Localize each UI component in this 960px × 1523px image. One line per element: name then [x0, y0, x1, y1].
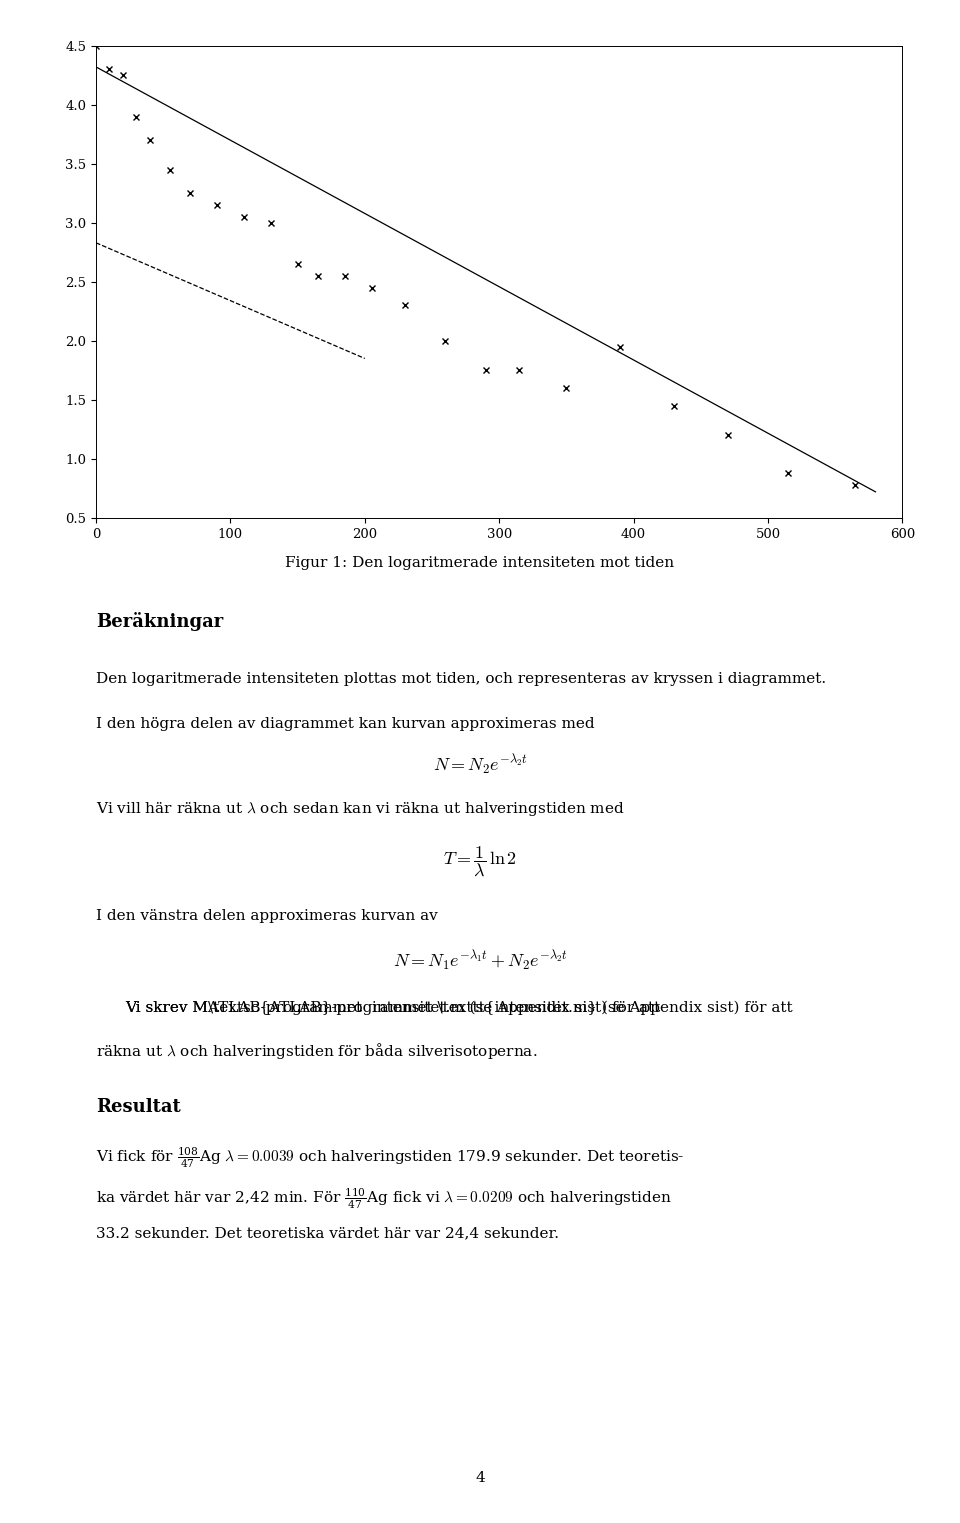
Text: I den vänstra delen approximeras kurvan av: I den vänstra delen approximeras kurvan …	[96, 909, 438, 923]
Text: Resultat: Resultat	[96, 1098, 180, 1116]
Text: Den logaritmerade intensiteten plottas mot tiden, och representeras av kryssen i: Den logaritmerade intensiteten plottas m…	[96, 672, 827, 685]
Text: 4: 4	[475, 1471, 485, 1485]
Text: räkna ut $\lambda$ och halveringstiden för båda silverisotoperna.: räkna ut $\lambda$ och halveringstiden f…	[96, 1040, 538, 1062]
Text: ka värdet här var 2,42 min. För $\mathregular{\frac{110}{47}}$Ag fick vi $\lambd: ka värdet här var 2,42 min. För $\mathre…	[96, 1186, 672, 1211]
Text: 33.2 sekunder. Det teoretiska värdet här var 24,4 sekunder.: 33.2 sekunder. Det teoretiska värdet här…	[96, 1226, 559, 1240]
Text: Figur 1: Den logaritmerade intensiteten mot tiden: Figur 1: Den logaritmerade intensiteten …	[285, 556, 675, 570]
Text: I den högra delen av diagrammet kan kurvan approximeras med: I den högra delen av diagrammet kan kurv…	[96, 717, 594, 731]
Text: Vi skrev M\textsc{ATLAB}-programmet \texttt{intensitet.m} (se Appendix sist) för: Vi skrev M\textsc{ATLAB}-programmet \tex…	[125, 1001, 792, 1014]
Text: Vi vill här räkna ut $\lambda$ och sedan kan vi räkna ut halveringstiden med: Vi vill här räkna ut $\lambda$ och sedan…	[96, 800, 625, 818]
Text: $N = N_2 e^{-\lambda_2 t}$: $N = N_2 e^{-\lambda_2 t}$	[433, 752, 527, 777]
Text: Beräkningar: Beräkningar	[96, 612, 224, 631]
Text: $T = \dfrac{1}{\lambda}\,\mathrm{ln}\,2$: $T = \dfrac{1}{\lambda}\,\mathrm{ln}\,2$	[443, 845, 517, 879]
Text: $N = N_1 e^{-\lambda_1 t} + N_2 e^{-\lambda_2 t}$: $N = N_1 e^{-\lambda_1 t} + N_2 e^{-\lam…	[393, 949, 567, 973]
Text: Vi skrev MATLAB-programmet  intensitet.m (se Appendix sist) för att: Vi skrev MATLAB-programmet intensitet.m …	[125, 1001, 660, 1014]
Text: Vi fick för $\mathregular{\frac{108}{47}}$Ag $\lambda = 0.0039$ och halveringsti: Vi fick för $\mathregular{\frac{108}{47}…	[96, 1145, 684, 1170]
